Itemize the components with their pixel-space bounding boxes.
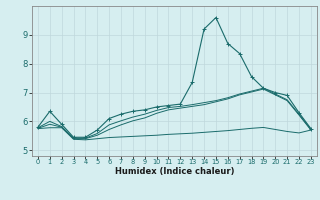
- X-axis label: Humidex (Indice chaleur): Humidex (Indice chaleur): [115, 167, 234, 176]
